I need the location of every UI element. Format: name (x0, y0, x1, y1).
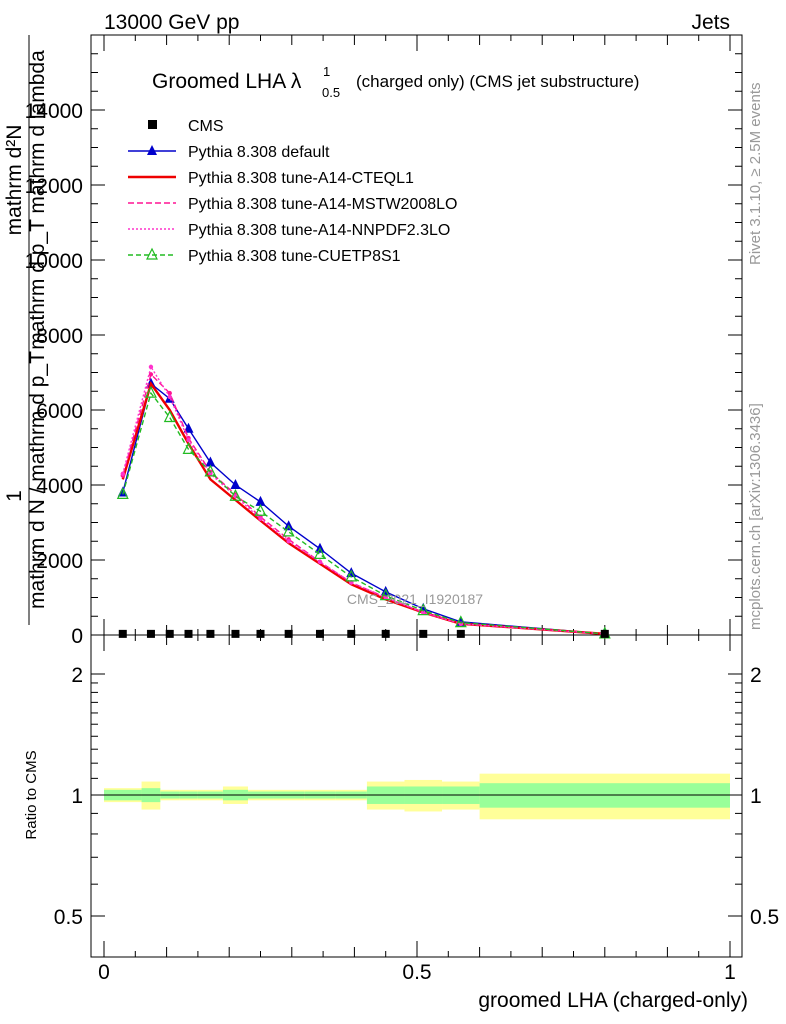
title-main: Groomed LHA λ (152, 70, 302, 93)
ratio-ytick-label: 2 (71, 664, 83, 687)
xlabel: groomed LHA (charged-only) (478, 989, 748, 1012)
upper-ytick-label: 0 (71, 625, 83, 648)
cms-data-point (456, 629, 465, 638)
cms-data-point (184, 629, 193, 638)
upper-ylabel: 1 mathrm d N / mathrm d p_T mathrm d²N m… (3, 35, 49, 625)
upper-ytick-label: 8000 (36, 325, 83, 348)
header-right: Jets (691, 11, 730, 34)
series-marker-3 (208, 471, 213, 476)
mcplots-label: mcplots.cern.ch [arXiv:1306.3436] (747, 403, 764, 630)
legend-label-4: Pythia 8.308 tune-CUETP8S1 (188, 248, 401, 265)
series-marker-3 (148, 364, 154, 370)
cms-data-point (165, 629, 174, 638)
xtick-label: 1 (724, 961, 736, 984)
series-marker-3 (120, 471, 125, 476)
ylabel-num: mathrm d²N (3, 125, 26, 236)
series-marker-4 (254, 503, 267, 516)
ratio-ytick-label-right: 2 (750, 664, 762, 687)
ylabel-num2: 1 (3, 490, 26, 502)
legend: CMS Pythia 8.308 default Pythia 8.308 tune… (128, 118, 457, 265)
cms-data-point (231, 629, 240, 638)
title-sup: 1 (323, 64, 330, 79)
ylabel-den: mathrm d p_T mathrm d lambda (26, 50, 49, 350)
cms-data-point (284, 629, 293, 638)
xtick-label: 0.5 (402, 961, 431, 984)
ratio-ytick-label: 1 (71, 785, 83, 808)
upper-ytick-label: 6000 (36, 400, 83, 423)
series-marker-0 (183, 422, 194, 433)
legend-label-2: Pythia 8.308 tune-A14-MSTW2008LO (188, 196, 457, 213)
cms-data-point (256, 629, 265, 638)
cms-data-point (347, 629, 356, 638)
ratio-ytick-label-right: 1 (750, 785, 762, 808)
cms-data-point (118, 629, 127, 638)
series-marker-0 (230, 479, 241, 489)
legend-label-cms: CMS (188, 118, 224, 135)
cms-data-point (146, 629, 155, 638)
series-marker-4 (417, 603, 430, 616)
ratio-ytick-label: 0.5 (54, 906, 83, 929)
legend-label-3: Pythia 8.308 tune-A14-NNPDF2.3LO (188, 222, 450, 239)
series-marker-3 (167, 394, 172, 400)
series-marker-4 (345, 569, 358, 582)
series-marker-4 (313, 547, 326, 559)
ylabel-den2: mathrm d N / mathrm d p_T (26, 351, 49, 609)
cms-data-point (381, 629, 390, 638)
cms-data-point (315, 629, 324, 638)
upper-ytick-label: 2000 (36, 550, 83, 573)
upper-ytick-label: 10000 (25, 250, 83, 273)
xtick-label: 0 (98, 961, 110, 984)
legend-label-0: Pythia 8.308 default (188, 144, 330, 161)
ratio-ylabel: Ratio to CMS (23, 750, 40, 839)
series-marker-4 (144, 385, 157, 398)
cms-data-point (419, 629, 428, 638)
legend-marker-cms (148, 120, 157, 129)
series-marker-4 (163, 410, 176, 423)
ratio-ytick-label-right: 0.5 (750, 906, 779, 929)
header-left: 13000 GeV pp (104, 11, 239, 34)
series-line-3 (122, 365, 605, 635)
svg-text:Groomed LHA λ: Groomed LHA λ (152, 70, 302, 93)
series-marker-4 (182, 442, 195, 454)
series-marker-3 (421, 610, 426, 615)
upper-ytick-label: 4000 (36, 475, 83, 498)
series-marker-3 (258, 516, 263, 521)
series-marker-4 (116, 487, 129, 499)
series-marker-0 (255, 495, 266, 506)
series-marker-4 (454, 615, 467, 628)
legend-label-1: Pythia 8.308 tune-A14-CTEQL1 (188, 170, 414, 187)
series-marker-4 (379, 588, 392, 601)
series-line-2 (122, 373, 605, 635)
upper-ytick-label: 12000 (25, 175, 83, 198)
series-marker-2 (167, 390, 172, 396)
series-marker-3 (186, 437, 191, 443)
series-marker-4 (282, 524, 295, 537)
series-marker-4 (204, 464, 217, 477)
cms-data-point (206, 629, 215, 638)
rivet-label: Rivet 3.1.10, ≥ 2.5M events (747, 83, 764, 266)
title-rest: (charged only) (CMS jet substructure) (356, 72, 639, 91)
upper-ytick-label: 14000 (25, 100, 83, 123)
title-sub: 0.5 (322, 85, 340, 100)
legend-marker-4 (146, 247, 158, 260)
legend-marker-0 (147, 145, 157, 155)
series-marker-0 (205, 456, 216, 467)
cms-data-point (600, 629, 609, 638)
series-marker-3 (286, 539, 291, 544)
chart-title: Groomed LHA λ 1 0.5 (charged only) (CMS … (152, 64, 639, 100)
series-marker-3 (317, 559, 323, 565)
watermark: CMS_2021_I1920187 (347, 591, 483, 607)
series-marker-4 (229, 488, 242, 501)
